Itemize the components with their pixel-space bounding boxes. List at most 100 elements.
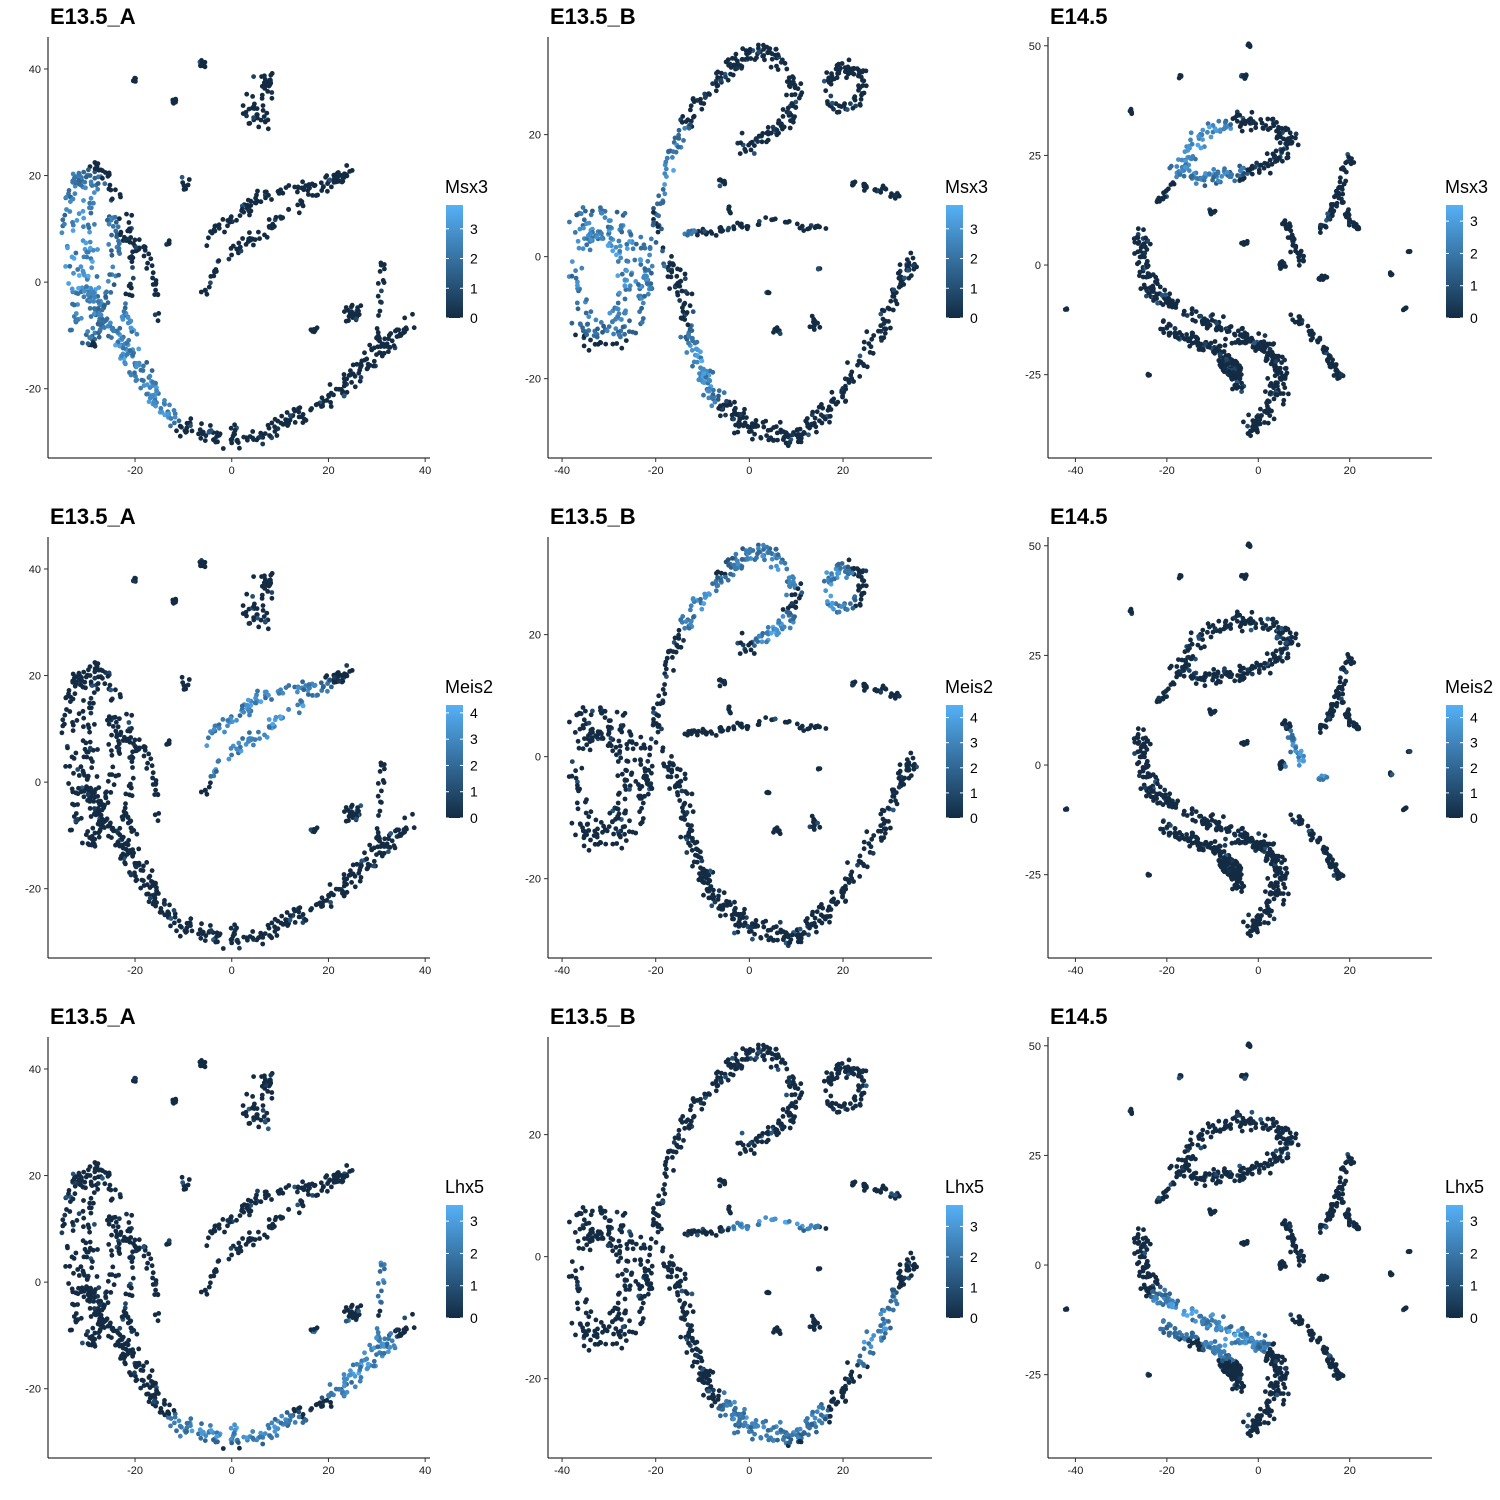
data-point [888,298,894,304]
data-point [1339,187,1345,192]
data-point [615,306,621,312]
data-point [1227,324,1233,330]
data-point [1338,175,1343,181]
data-point [678,334,684,340]
data-point [1311,331,1316,337]
data-point [1293,131,1299,137]
data-point [786,75,792,81]
data-point [1226,328,1232,334]
data-point [64,207,69,212]
data-point [1199,319,1205,325]
data-point [1330,202,1336,207]
data-point [109,748,114,753]
data-point [688,607,693,613]
data-point [123,361,128,367]
data-point [674,273,680,279]
data-point [328,404,334,409]
data-point [83,685,88,691]
data-point [136,237,142,243]
data-point [296,914,302,920]
data-point [885,805,891,811]
data-point [70,728,76,733]
data-point [78,815,84,821]
data-point [1164,324,1170,330]
data-point [89,265,95,271]
data-point [1150,272,1156,277]
data-point [688,103,694,109]
data-point [715,75,720,80]
data-point [1270,342,1276,347]
data-point [251,104,257,109]
data-point [85,249,91,255]
data-point [726,62,731,68]
data-point [648,785,654,790]
data-point [231,430,237,436]
data-point [844,107,850,112]
data-point [622,283,628,289]
data-point [1341,199,1346,205]
data-point [1239,340,1244,345]
data-point [358,364,363,370]
data-point [375,293,381,299]
data-point [208,274,214,279]
data-point [286,207,291,213]
data-point [882,330,888,336]
data-point [148,756,154,762]
data-point [1167,291,1173,297]
data-point [1263,123,1269,128]
data-point [604,328,610,334]
data-point [379,788,384,794]
data-point [627,787,632,792]
data-point [578,211,584,217]
data-point [1141,227,1146,233]
data-point [107,182,113,188]
data-point [876,328,881,334]
data-point [648,281,654,286]
data-point [150,782,156,787]
data-point [618,755,624,761]
data-point [269,595,275,601]
data-point [130,275,136,281]
data-point [1160,319,1166,324]
data-point [580,205,586,210]
data-point [292,420,298,425]
data-point [108,290,114,295]
data-point [1340,165,1346,171]
data-point [106,721,112,727]
data-point [105,173,111,179]
data-point [699,358,705,364]
data-point [730,55,735,61]
data-point [341,383,347,389]
data-point [110,825,116,831]
data-point [768,64,774,70]
data-point [901,282,907,287]
data-point [112,214,118,220]
data-point [633,241,639,247]
data-point [814,909,820,915]
data-point [264,110,270,116]
data-point [356,808,361,814]
data-point [594,234,600,240]
data-point [798,581,804,587]
data-point [113,187,118,193]
data-point [96,834,102,840]
data-point [274,933,280,938]
data-point [852,97,858,103]
data-point [141,878,146,884]
data-point [594,834,600,840]
data-point [1258,117,1264,122]
data-point [840,394,845,400]
data-point [861,361,866,367]
data-point [1188,137,1193,143]
data-point [651,206,656,211]
data-point [684,350,690,355]
data-point [71,802,77,808]
data-point [162,898,167,903]
data-point [379,800,384,805]
data-point [353,316,359,322]
data-point [681,138,686,143]
data-point [573,332,578,338]
data-point [843,898,849,904]
data-point [173,599,178,605]
